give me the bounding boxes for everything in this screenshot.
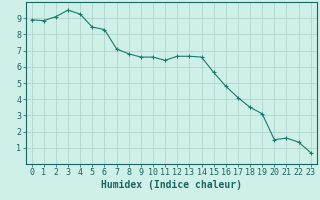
X-axis label: Humidex (Indice chaleur): Humidex (Indice chaleur) — [101, 180, 242, 190]
